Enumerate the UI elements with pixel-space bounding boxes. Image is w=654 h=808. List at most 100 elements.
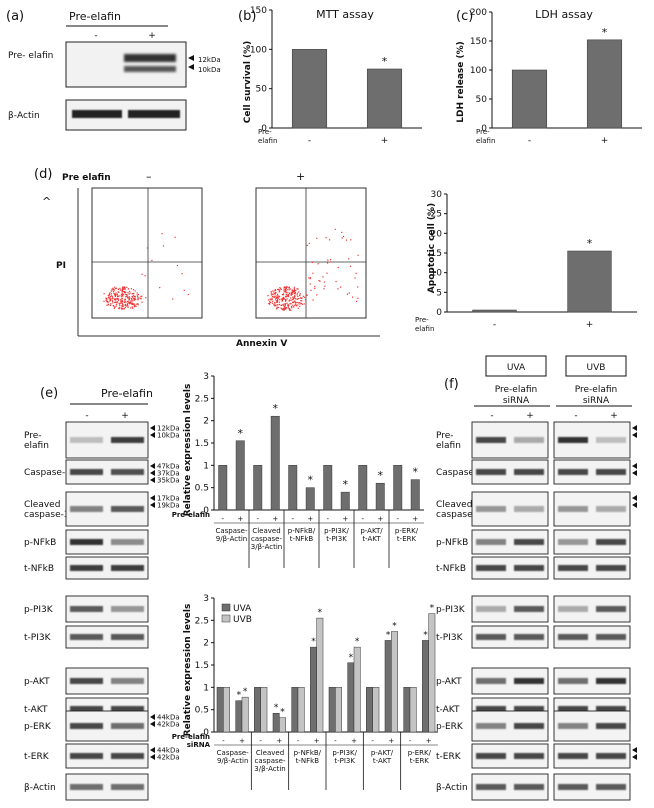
flow-event xyxy=(276,293,279,296)
flow-event xyxy=(278,295,280,297)
x-label-line: siRNA xyxy=(187,741,211,749)
x-tick-label: - xyxy=(291,515,294,523)
flow-event xyxy=(110,303,112,305)
flow-event xyxy=(117,301,119,303)
flow-event xyxy=(296,292,298,294)
flow-event xyxy=(272,293,274,296)
group-label-line: caspase- xyxy=(255,757,286,765)
flow-event xyxy=(112,297,114,299)
flow-event xyxy=(129,292,131,294)
legend-label: UVB xyxy=(233,615,252,625)
flow-event xyxy=(284,304,286,306)
flow-event xyxy=(131,303,133,305)
flow-event xyxy=(267,294,269,297)
arrow-icon xyxy=(150,432,155,438)
flow-event xyxy=(282,294,285,296)
blot-band xyxy=(70,437,103,443)
flow-event xyxy=(291,289,293,291)
flow-event xyxy=(300,302,303,305)
flow-event xyxy=(111,296,114,298)
flow-event xyxy=(299,301,301,304)
flow-event xyxy=(129,302,131,304)
flow-event xyxy=(117,288,120,290)
flow-event xyxy=(334,228,336,230)
flow-event xyxy=(325,237,327,239)
panel-c-title: LDH assay xyxy=(535,8,593,21)
bar xyxy=(270,415,280,511)
flow-event xyxy=(275,291,277,294)
flow-event xyxy=(297,307,299,309)
flow-event xyxy=(357,297,359,299)
flow-event xyxy=(112,288,114,291)
flow-event xyxy=(357,286,359,288)
flow-event xyxy=(274,305,276,307)
blot-row-label: t-NFkB xyxy=(24,564,54,574)
flow-event xyxy=(113,305,115,307)
flow-event xyxy=(281,300,283,302)
flow-event xyxy=(132,289,135,291)
blot-band xyxy=(476,678,506,684)
blot-band xyxy=(111,753,144,759)
flow-event xyxy=(127,291,129,294)
flow-event xyxy=(126,303,128,305)
flow-event xyxy=(136,303,138,305)
flow-event xyxy=(119,305,121,307)
panel-a-header: Pre-elafin xyxy=(69,10,121,23)
x-tick-label: - xyxy=(396,515,399,523)
chart-d: 0 5 10 15 20 25 30 - + * xyxy=(431,190,637,330)
flow-event xyxy=(108,293,111,295)
flow-event xyxy=(295,304,297,306)
arrow-icon xyxy=(150,463,155,469)
flow-event xyxy=(121,302,124,304)
blot-band xyxy=(70,753,103,759)
flow-event xyxy=(132,297,134,299)
flow-event xyxy=(107,294,109,296)
flow-event xyxy=(106,300,108,302)
flow-event xyxy=(278,297,280,299)
flow-event xyxy=(290,293,293,296)
arrow-icon xyxy=(150,721,155,727)
flow-event xyxy=(301,300,303,302)
blot-row-label-line: p-NFkB xyxy=(24,538,56,548)
flow-event xyxy=(283,306,286,308)
flow-event xyxy=(130,307,132,309)
flow-event xyxy=(134,290,136,292)
marker-label: 42kDa xyxy=(157,754,180,762)
flow-event xyxy=(311,261,313,264)
blot-band xyxy=(514,506,544,512)
flow-event xyxy=(145,297,147,299)
flow-event xyxy=(291,305,293,308)
flow-event xyxy=(278,301,281,303)
x-tick-label: + xyxy=(351,737,357,745)
group-label: p-PI3K/t-PI3K xyxy=(324,527,349,543)
flow-event xyxy=(117,299,120,301)
flow-event xyxy=(133,295,135,298)
significance-mark: * xyxy=(423,630,428,640)
marker-label: 37kDa xyxy=(157,470,180,478)
arrow-icon xyxy=(632,754,637,760)
blot-band xyxy=(514,565,544,571)
flow-event xyxy=(274,303,276,305)
flow-event xyxy=(278,291,280,293)
flow-event xyxy=(290,299,292,301)
y-tick-label: 1.5 xyxy=(195,661,209,671)
flow-event xyxy=(283,305,285,307)
blot-band xyxy=(70,506,103,512)
flow-event xyxy=(122,293,125,295)
bar xyxy=(567,250,612,313)
flow-event xyxy=(277,299,279,302)
flow-event xyxy=(124,303,127,306)
panel-a-blot-pre-elafin xyxy=(65,41,187,88)
panel-d-yaxis: PI xyxy=(56,261,66,271)
blot-row-label-line: caspase-3 xyxy=(436,510,482,520)
flow-event xyxy=(287,306,289,308)
flow-event xyxy=(290,303,292,305)
flow-event xyxy=(276,300,279,302)
flow-event xyxy=(124,288,126,291)
flow-event xyxy=(285,300,287,302)
blot-band xyxy=(111,784,144,790)
x-tick-label: + xyxy=(272,515,278,523)
arrow-icon xyxy=(632,502,637,508)
flow-event xyxy=(128,290,131,293)
group-label: p-AKT/t-AKT xyxy=(360,527,383,543)
